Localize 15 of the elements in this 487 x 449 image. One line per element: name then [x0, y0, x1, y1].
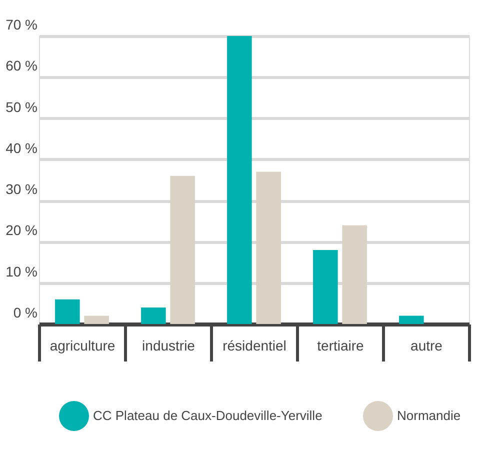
- y-tick-label: 40 %: [6, 140, 38, 156]
- x-tick-label: tertiaire: [317, 338, 364, 354]
- x-tick-label: autre: [410, 338, 443, 354]
- y-tick-label: 0 %: [13, 304, 38, 320]
- y-tick-label: 60 %: [6, 58, 38, 74]
- y-tick-label: 70 %: [6, 16, 38, 32]
- x-tick-label: résidentiel: [222, 338, 286, 354]
- x-tick-label: agriculture: [50, 338, 116, 354]
- y-tick-label: 20 %: [6, 222, 38, 238]
- y-tick-label: 10 %: [6, 263, 38, 280]
- x-tick-label: industrie: [142, 338, 196, 354]
- legend-label: CC Plateau de Caux-Doudeville-Yerville: [93, 408, 322, 423]
- y-tick-label: 50 %: [6, 98, 38, 115]
- legend-label: Normandie: [397, 408, 461, 423]
- y-tick-label: 30 %: [6, 181, 38, 198]
